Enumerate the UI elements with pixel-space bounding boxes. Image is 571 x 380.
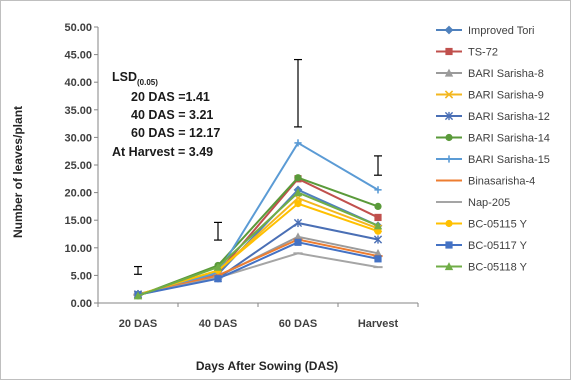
data-point <box>444 68 454 77</box>
data-point <box>374 213 382 222</box>
series-line <box>137 241 379 296</box>
legend-item: BC-05115 Y <box>436 219 528 231</box>
data-point <box>133 291 143 300</box>
lsd-subscript: (0.05) <box>137 78 158 87</box>
legend-label: Binasarisha-4 <box>468 176 535 188</box>
lsd-line-4: At Harvest = 3.49 <box>112 145 213 159</box>
data-point <box>373 221 383 230</box>
lsd-title: LSD(0.05) <box>112 70 158 87</box>
data-point <box>445 133 453 142</box>
series-line <box>137 188 379 296</box>
data-point <box>445 241 453 249</box>
lsd-label: LSD <box>112 70 137 84</box>
y-tick-label: 25.00 <box>64 160 92 172</box>
data-point <box>445 219 453 228</box>
x-axis: 20 DAS 40 DAS 60 DAS Harvest <box>97 302 419 330</box>
data-point <box>294 200 302 208</box>
legend-label: Improved Tori <box>468 25 534 37</box>
x-tick-label: Harvest <box>358 318 399 330</box>
error-bars <box>134 58 382 275</box>
legend-label: BC-05118 Y <box>468 262 528 274</box>
legend-item: BC-05118 Y <box>436 262 528 274</box>
data-point <box>373 235 383 244</box>
legend-label: BARI Sarisha-12 <box>468 111 550 123</box>
lsd-annotation: LSD(0.05) 20 DAS =1.41 40 DAS = 3.21 60 … <box>112 70 220 159</box>
legend-label: BARI Sarisha-14 <box>468 133 550 145</box>
legend-label: Nap-205 <box>468 197 510 209</box>
legend-label: BARI Sarisha-9 <box>468 90 544 102</box>
error-bar <box>374 155 382 176</box>
legend-item: BARI Sarisha-14 <box>436 133 550 145</box>
y-tick-label: 15.00 <box>64 215 92 227</box>
x-axis-title: Days After Sowing (DAS) <box>196 359 338 373</box>
legend-label: BC-05117 Y <box>468 240 528 252</box>
y-axis-title: Number of leaves/plant <box>11 106 25 238</box>
error-bar <box>294 58 302 128</box>
legend-item: BC-05117 Y <box>436 240 528 252</box>
lsd-line-1: 20 DAS =1.41 <box>131 90 210 104</box>
y-tick-label: 20.00 <box>64 188 92 200</box>
y-tick-label: 35.00 <box>64 105 92 117</box>
lsd-line-3: 60 DAS = 12.17 <box>131 126 220 140</box>
data-point <box>445 47 453 56</box>
series-binasarisha-4 <box>133 238 383 296</box>
series-line <box>137 141 379 297</box>
legend-item: Nap-205 <box>436 197 510 209</box>
data-point <box>293 232 303 241</box>
legend: Improved Tori TS-72 BARI Sarisha-8 BARI Sar… <box>436 25 550 274</box>
legend-label: BC-05115 Y <box>468 219 528 231</box>
lsd-line-2: 40 DAS = 3.21 <box>131 108 213 122</box>
data-point <box>445 155 453 163</box>
y-axis: 0.00 5.00 10.00 15.00 20.00 25.00 30.00 35.00 40… <box>64 22 99 310</box>
data-point <box>294 139 302 147</box>
x-tick-label: 40 DAS <box>199 318 238 330</box>
data-point <box>293 218 303 228</box>
legend-label: BARI Sarisha-15 <box>468 154 550 166</box>
y-tick-label: 30.00 <box>64 132 92 144</box>
data-point <box>214 275 222 283</box>
legend-item: TS-72 <box>436 47 498 59</box>
legend-item: Binasarisha-4 <box>436 176 535 188</box>
data-point <box>444 25 454 35</box>
data-point <box>374 227 382 235</box>
legend-item: BARI Sarisha-9 <box>436 90 544 102</box>
legend-item: Improved Tori <box>436 25 534 37</box>
series-line <box>137 202 379 296</box>
series-line <box>137 238 379 296</box>
y-tick-label: 50.00 <box>64 22 92 34</box>
series-line <box>137 191 379 297</box>
data-point <box>444 262 454 271</box>
y-tick-label: 0.00 <box>71 298 92 310</box>
data-point <box>294 238 302 246</box>
legend-item: BARI Sarisha-12 <box>436 111 550 123</box>
y-tick-label: 5.00 <box>71 270 92 282</box>
data-point <box>213 262 223 271</box>
y-tick-label: 45.00 <box>64 50 92 62</box>
data-point <box>374 202 382 210</box>
legend-item: BARI Sarisha-15 <box>436 154 550 166</box>
legend-label: TS-72 <box>468 47 498 59</box>
series-bc-05117-y <box>134 238 382 299</box>
y-tick-label: 40.00 <box>64 77 92 89</box>
x-tick-label: 20 DAS <box>119 318 158 330</box>
series-lines <box>133 139 383 300</box>
error-bar <box>134 265 142 275</box>
data-point <box>293 188 303 197</box>
series-bc-05118-y <box>133 188 383 300</box>
error-bar <box>214 221 222 241</box>
legend-label: BARI Sarisha-8 <box>468 68 544 80</box>
data-point <box>444 90 454 99</box>
data-point-stroke <box>444 90 454 99</box>
legend-item: BARI Sarisha-8 <box>436 68 544 80</box>
data-point <box>294 174 302 182</box>
data-point <box>374 186 382 194</box>
data-point <box>374 255 382 263</box>
data-point <box>444 111 454 121</box>
x-tick-label: 60 DAS <box>279 318 318 330</box>
y-tick-label: 10.00 <box>64 243 92 255</box>
